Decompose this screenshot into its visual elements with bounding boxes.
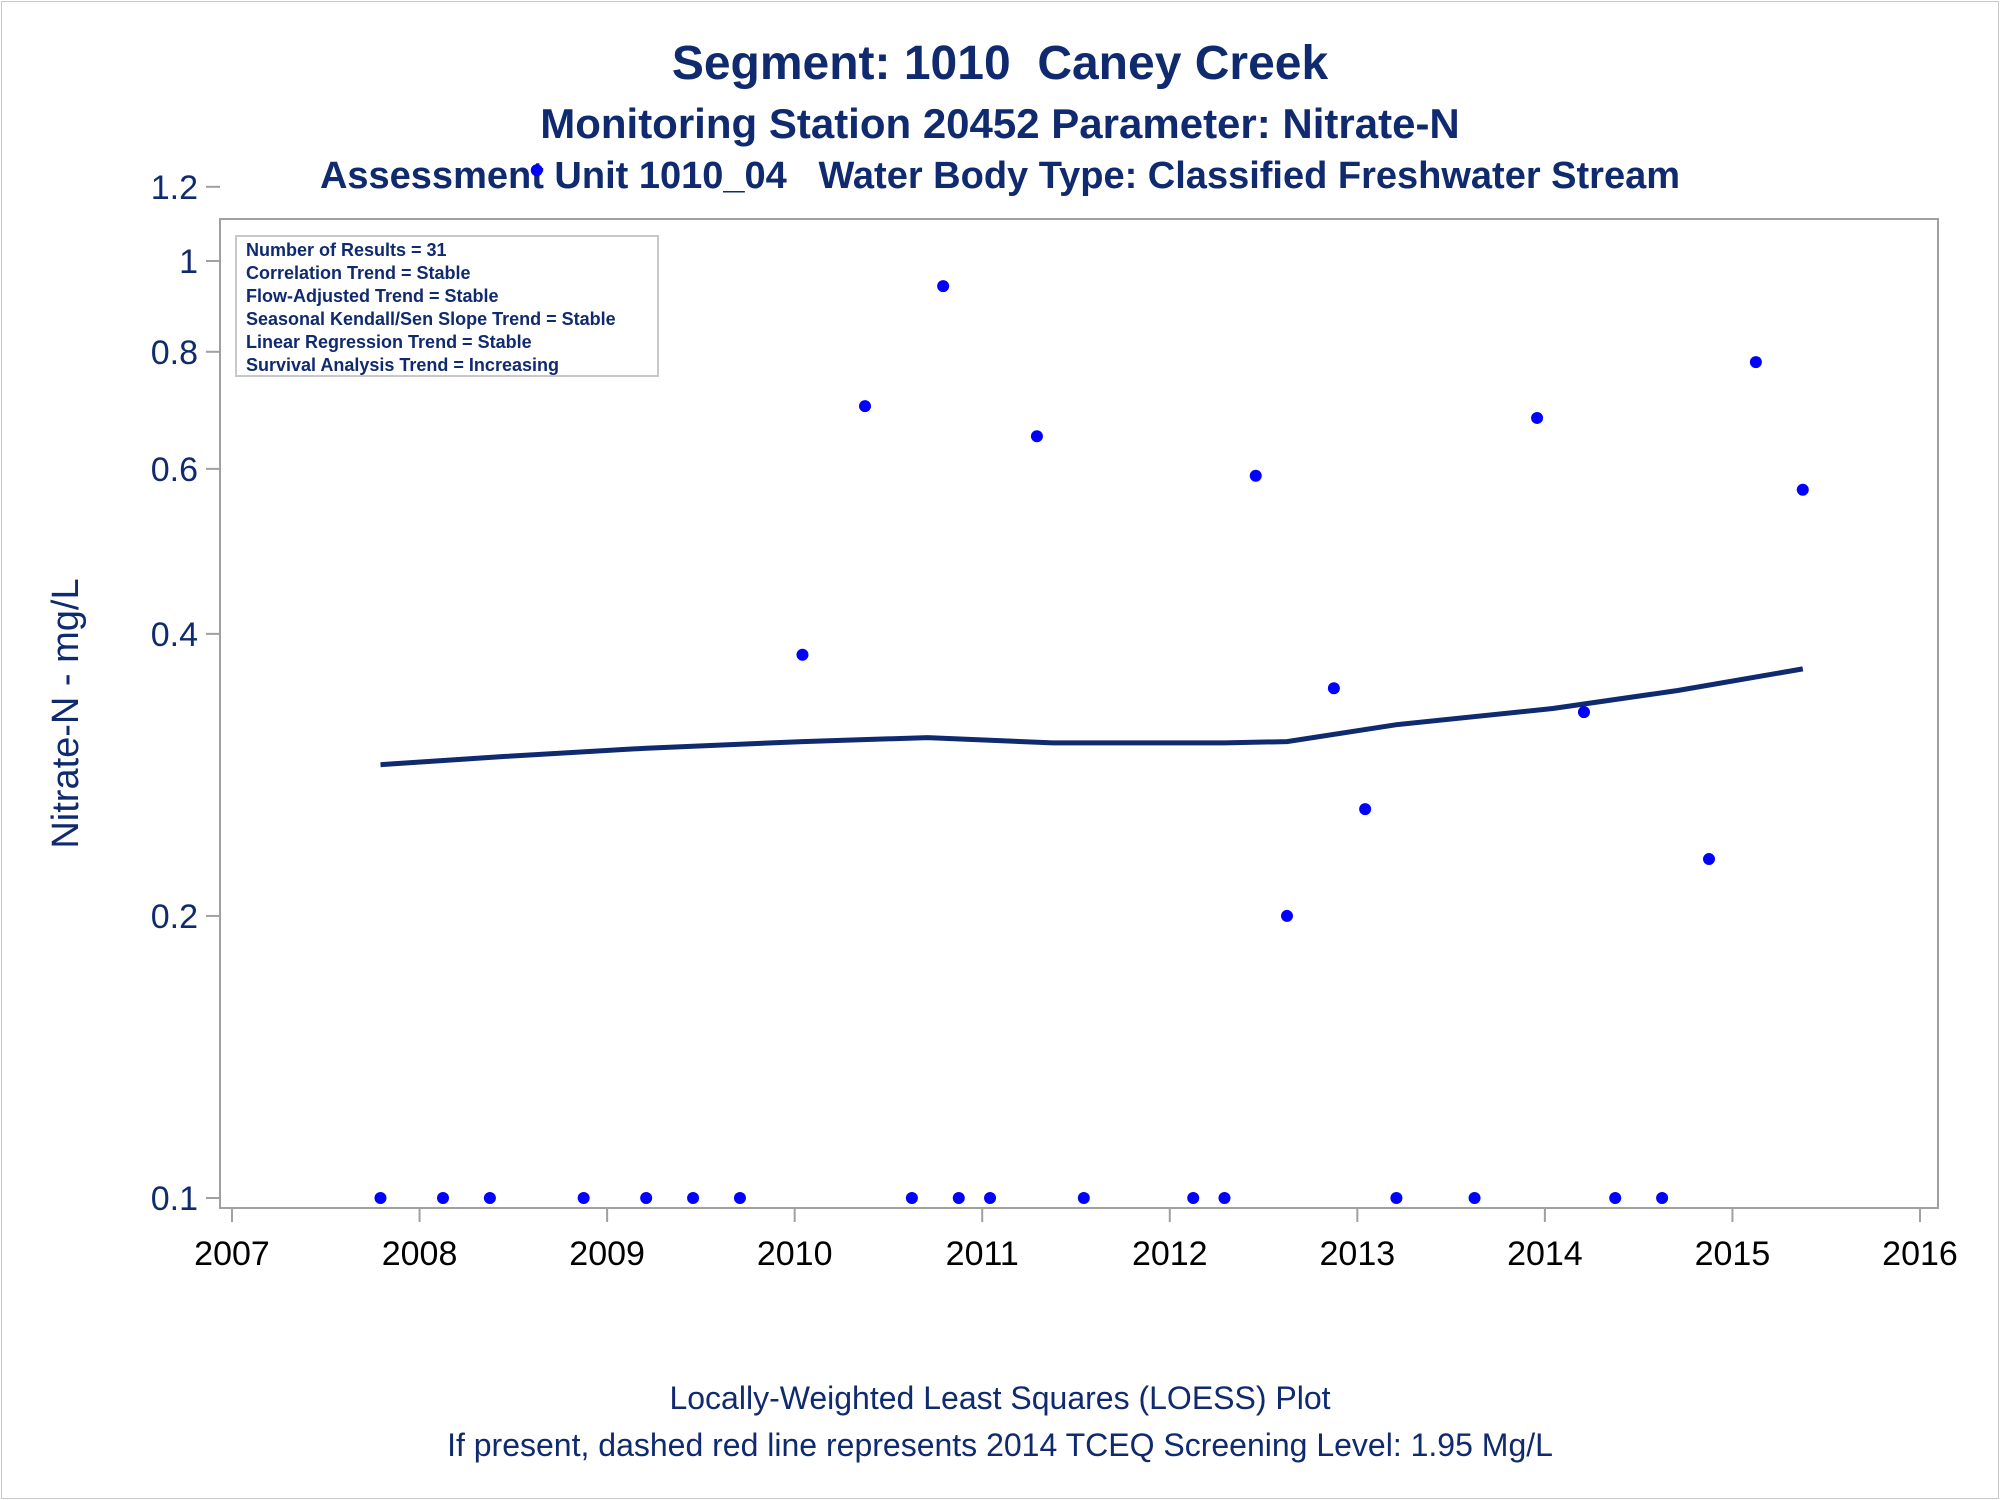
data-point xyxy=(1656,1192,1669,1204)
data-point xyxy=(1187,1192,1200,1204)
chart-subtitle-assessment: Assessment Unit 1010_04 Water Body Type:… xyxy=(319,155,1681,197)
data-point xyxy=(437,1192,449,1204)
data-point xyxy=(530,164,543,177)
stats-line: Flow-Adjusted Trend = Stable xyxy=(246,286,499,306)
data-point xyxy=(1468,1192,1481,1204)
data-point xyxy=(1577,706,1590,719)
data-point xyxy=(937,280,950,293)
data-point xyxy=(1281,909,1293,922)
footnote-loess: Locally-Weighted Least Squares (LOESS) P… xyxy=(669,1380,1331,1416)
data-point xyxy=(1327,682,1340,695)
data-point xyxy=(1030,430,1043,443)
data-point xyxy=(687,1192,700,1204)
x-tick-label: 2016 xyxy=(1882,1235,1958,1273)
stats-line: Number of Results = 31 xyxy=(246,240,447,260)
x-tick-label: 2009 xyxy=(569,1235,645,1273)
y-tick-label: 0.4 xyxy=(151,616,198,654)
x-tick-label: 2007 xyxy=(194,1235,270,1273)
data-point xyxy=(577,1192,590,1204)
data-point xyxy=(733,1192,746,1204)
y-axis: 0.1 0.2 0.4 0.6 0.8 1 1.2 xyxy=(151,169,220,1218)
data-point xyxy=(984,1192,997,1204)
chart-subtitle-station: Monitoring Station 20452 Parameter: Nitr… xyxy=(540,100,1460,147)
data-point xyxy=(905,1192,918,1204)
y-tick-label: 0.1 xyxy=(151,1180,198,1218)
data-point xyxy=(1359,803,1372,816)
y-tick-label: 0.8 xyxy=(151,334,198,372)
y-tick-label: 0.6 xyxy=(151,451,198,489)
x-axis: 2007 2008 2009 2010 2011 2012 2013 2014 2015 2016 xyxy=(194,1208,1958,1273)
data-point xyxy=(1390,1192,1403,1204)
data-point xyxy=(1749,356,1762,369)
data-point xyxy=(952,1192,965,1204)
y-tick-label: 1 xyxy=(179,243,198,281)
x-tick-label: 2014 xyxy=(1507,1235,1583,1273)
data-point xyxy=(1796,483,1809,496)
y-tick-label: 0.2 xyxy=(151,898,198,936)
data-point xyxy=(1077,1192,1090,1204)
data-point xyxy=(483,1192,496,1204)
plot-area xyxy=(219,218,1939,1209)
data-point xyxy=(1218,1192,1231,1204)
data-point xyxy=(1609,1192,1622,1204)
y-tick-label: 1.2 xyxy=(151,169,198,207)
data-point xyxy=(374,1192,387,1204)
y-axis-label: Nitrate-N - mg/L xyxy=(45,578,87,848)
stats-box-border xyxy=(235,235,659,377)
stats-line: Seasonal Kendall/Sen Slope Trend = Stabl… xyxy=(246,309,616,329)
x-tick-label: 2008 xyxy=(382,1235,458,1273)
x-tick-label: 2010 xyxy=(757,1235,833,1273)
x-tick-label: 2012 xyxy=(1132,1235,1208,1273)
stats-line: Survival Analysis Trend = Increasing xyxy=(246,355,559,375)
data-point xyxy=(1531,411,1544,424)
data-points xyxy=(374,164,1809,1204)
footnote-screening-level: If present, dashed red line represents 2… xyxy=(447,1427,1553,1463)
data-point xyxy=(859,400,871,413)
chart-title: Segment: 1010 Caney Creek xyxy=(671,37,1329,90)
data-point xyxy=(1703,853,1715,866)
data-point xyxy=(796,648,809,661)
x-tick-label: 2011 xyxy=(946,1235,1019,1273)
x-tick-label: 2013 xyxy=(1320,1235,1396,1273)
data-point xyxy=(1249,469,1262,482)
loess-curve xyxy=(380,666,1804,768)
data-point xyxy=(640,1192,653,1204)
stats-box: Number of Results = 31 Correlation Trend … xyxy=(235,235,659,377)
x-tick-label: 2015 xyxy=(1695,1235,1771,1273)
stats-line: Linear Regression Trend = Stable xyxy=(246,332,532,352)
stats-line: Correlation Trend = Stable xyxy=(246,263,471,283)
